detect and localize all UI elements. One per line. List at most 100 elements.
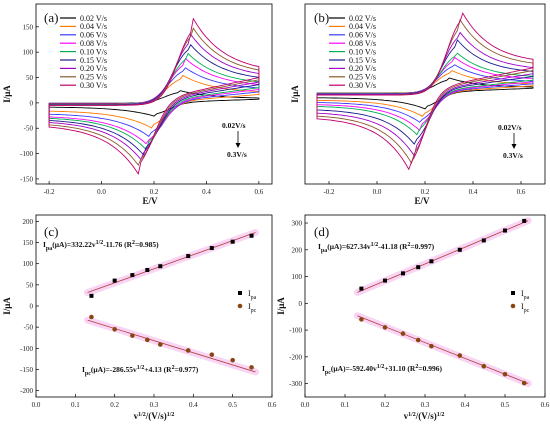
panel-b-legend-label: 0.15 V/s <box>349 56 376 65</box>
panel-a-ytick-label: 100 <box>23 49 34 57</box>
panel-a-xtick-label: -0.2 <box>44 188 56 196</box>
panel-d-ipa-point <box>481 238 486 243</box>
panel-c-ipc-point <box>230 357 235 363</box>
panel-c-ytick-label: 200 <box>23 218 34 226</box>
panel-c-ipc-point <box>249 365 254 370</box>
panel-a-letter: (a) <box>44 10 58 25</box>
panel-d-ipc-point <box>521 380 527 386</box>
panel-a-xtick-label: 0.6 <box>255 188 264 196</box>
panel-a-xtick-label: 0.2 <box>150 188 159 196</box>
panel-d-ytick-label: -100 <box>289 327 302 335</box>
panel-c-ytick-label: -50 <box>24 324 34 332</box>
panel-d-ipc-point <box>400 331 406 336</box>
panel-a-legend-label: 0.25 V/s <box>80 73 107 82</box>
panel-a-legend-label: 0.20 V/s <box>80 64 107 73</box>
panel-d-xtick-label: 0.6 <box>541 401 550 409</box>
panel-c-legend-label: Ipc <box>248 302 257 314</box>
panel-d-xtick-label: 0.1 <box>341 401 350 409</box>
panel-c-ytick-label: 150 <box>23 239 34 247</box>
panel-d-ytick-label: -200 <box>289 353 302 361</box>
panel-a-arrow-bottom: 0.3V/s <box>227 150 247 159</box>
panel-c-xtick-label: 0.6 <box>268 401 277 409</box>
panel-a-legend-label: 0.04 V/s <box>80 22 107 31</box>
panel-c-ipc-point <box>130 333 135 338</box>
panel-b-xlabel: E/V <box>414 196 430 206</box>
panel-b: -0.2 0.0 0.2 0.4 0.6 0.02 V/s0.04 V/s0.06 V/s… <box>316 12 534 196</box>
panel-a-legend-label: 0.08 V/s <box>80 39 107 48</box>
panel-a-ytick-label: -50 <box>24 125 34 133</box>
panel-d-ipa-point <box>457 247 462 252</box>
panel-d-ipa-point <box>401 271 405 276</box>
panel-d-ylabel: I/μA <box>276 297 286 315</box>
panel-c-xtick-label: 0.2 <box>110 401 119 409</box>
panel-a-legend-label: 0.06 V/s <box>80 31 107 40</box>
panel-d-letter: (d) <box>314 224 329 239</box>
panel-d-ipa-point <box>383 278 387 283</box>
panel-a-ylabel: I/μA <box>2 85 12 103</box>
panel-c-ytick-label: 50 <box>26 281 34 289</box>
panel-d-ipc-point <box>429 343 434 349</box>
panel-c-letter: (c) <box>44 224 58 239</box>
panel-b-arrow-bottom: 0.3V/s <box>503 151 523 160</box>
panel-b-arrowhead <box>511 144 517 149</box>
panel-c-ipa-point <box>89 293 94 298</box>
panel-c-xtick-label: 0.3 <box>150 401 159 409</box>
panel-b-letter: (b) <box>314 10 329 25</box>
panel-d-ytick-label: 300 <box>292 220 303 228</box>
panel-b-xtick-label: -0.2 <box>323 188 335 196</box>
panel-b-legend-label: 0.10 V/s <box>349 47 376 56</box>
panel-d-ipc-point <box>359 317 364 322</box>
panel-d-xtick-label: 0.4 <box>461 401 470 409</box>
panel-b-legend-label: 0.20 V/s <box>349 64 376 73</box>
panel-b-cv-curve <box>316 12 534 171</box>
panel-a-legend-label: 0.02 V/s <box>80 14 107 23</box>
panel-c-ipc-point <box>157 342 163 347</box>
panel-d-fit-line <box>357 315 529 384</box>
panel-c-ipc-point <box>89 314 94 320</box>
panel-a-cv-curve <box>48 17 260 176</box>
panel-d-legend-marker <box>510 303 516 309</box>
panel-c-ipa-point <box>209 246 214 251</box>
panel-c-xtick-label: 0.1 <box>71 401 80 409</box>
panel-b-xtick-label: 0.6 <box>517 188 526 196</box>
panel-c-ipa-point <box>186 254 191 259</box>
panel-c-ipc-equation: Ipc(μA)=-286.55v1/2+4.13 (R2=0.977) <box>82 365 199 377</box>
panel-c-xtick-label: 0.0 <box>32 401 41 409</box>
panel-c-ipa-point <box>230 239 235 244</box>
panel-b-xtick-label: 0.0 <box>373 188 382 196</box>
panel-b-ylabel: I/μA <box>290 85 300 103</box>
panel-d-ipc-equation: Ipc(μA)=-592.40v1/2+31.10 (R2=0.996) <box>322 364 442 376</box>
panel-c-ylabel: I/μA <box>2 297 12 315</box>
panel-b-arrow-top: 0.02V/s <box>498 123 522 132</box>
panel-a-ytick-label: -150 <box>20 175 33 183</box>
panel-c-ytick-label: -150 <box>20 366 33 374</box>
panel-b-legend-label: 0.08 V/s <box>349 39 376 48</box>
panel-d-ipa-point <box>416 265 421 270</box>
panel-d-ytick-label: 0 <box>299 300 303 308</box>
panel-d-ytick-label: -300 <box>289 380 302 388</box>
panel-a-legend-label: 0.10 V/s <box>80 47 107 56</box>
panel-a-xtick-label: 0.4 <box>202 188 211 196</box>
panel-a-xlabel: E/V <box>142 196 158 206</box>
panel-a-ytick-label: 0 <box>30 99 34 107</box>
panel-d-legend-marker <box>511 291 515 295</box>
panel-d-ipc-point <box>415 337 421 343</box>
panel-c-ipa-equation: Ipa(μA)=332.22v1/2-11.76 (R2=0.985) <box>43 240 159 252</box>
panel-d-ytick-label: 100 <box>292 273 303 281</box>
panel-c-ytick-label: -200 <box>20 387 33 395</box>
panel-c-xlabel: v1/2/(V/s)1/2 <box>134 411 175 421</box>
panel-d-ipa-equation: Ipa(μA)=627.34v1/2-41.18 (R2=0.997) <box>318 242 435 254</box>
panel-b-xtick-label: 0.2 <box>421 188 430 196</box>
panel-a-ytick-label: 150 <box>23 23 34 31</box>
panel-d-ipa-point <box>503 228 507 233</box>
panel-c-legend-marker <box>238 291 242 295</box>
panel-d: 0.0 0.1 0.2 0.3 0.4 0.5 0.6 -300 -200 -100 0 100 200… <box>289 217 550 409</box>
panel-d-legend-label: Ipc <box>521 302 530 314</box>
panel-d-xtick-label: 0.0 <box>301 401 310 409</box>
panel-a-legend-label: 0.15 V/s <box>80 56 107 65</box>
panel-b-legend-label: 0.25 V/s <box>349 73 376 82</box>
panel-d-xlabel: v1/2/(V/s)1/2 <box>404 411 445 421</box>
panel-d-legend-label: Ipa <box>521 289 530 301</box>
panel-c-ytick-label: -100 <box>20 345 33 353</box>
